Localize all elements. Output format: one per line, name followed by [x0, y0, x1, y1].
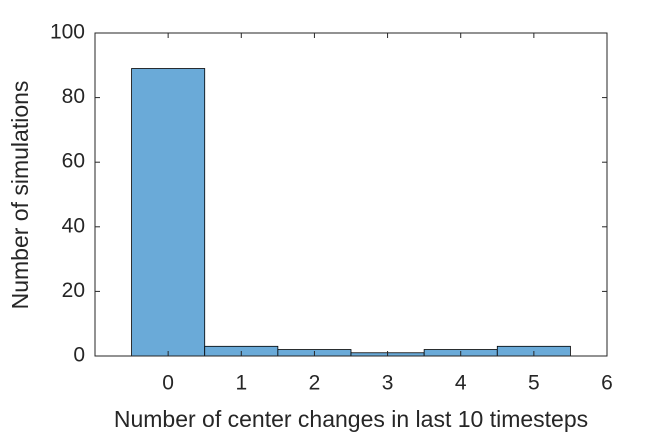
x-tick-label: 5	[528, 372, 540, 395]
x-tick-label: 6	[601, 372, 613, 395]
y-tick-label: 20	[62, 279, 85, 302]
x-tick-label: 2	[309, 372, 321, 395]
x-tick-label: 3	[382, 372, 394, 395]
y-tick-label: 60	[62, 150, 85, 173]
x-tick-label: 1	[235, 372, 247, 395]
y-tick-label: 40	[62, 214, 85, 237]
x-tick-label: 4	[455, 372, 467, 395]
plot-frame	[94, 32, 608, 357]
x-tick-label: 0	[162, 372, 174, 395]
y-axis-label: Number of simulations	[7, 81, 33, 310]
y-tick-label: 0	[73, 344, 85, 367]
x-axis-label: Number of center changes in last 10 time…	[114, 406, 588, 432]
y-tick-label: 80	[62, 85, 85, 108]
y-tick-label: 100	[50, 21, 85, 44]
bar	[131, 68, 206, 357]
